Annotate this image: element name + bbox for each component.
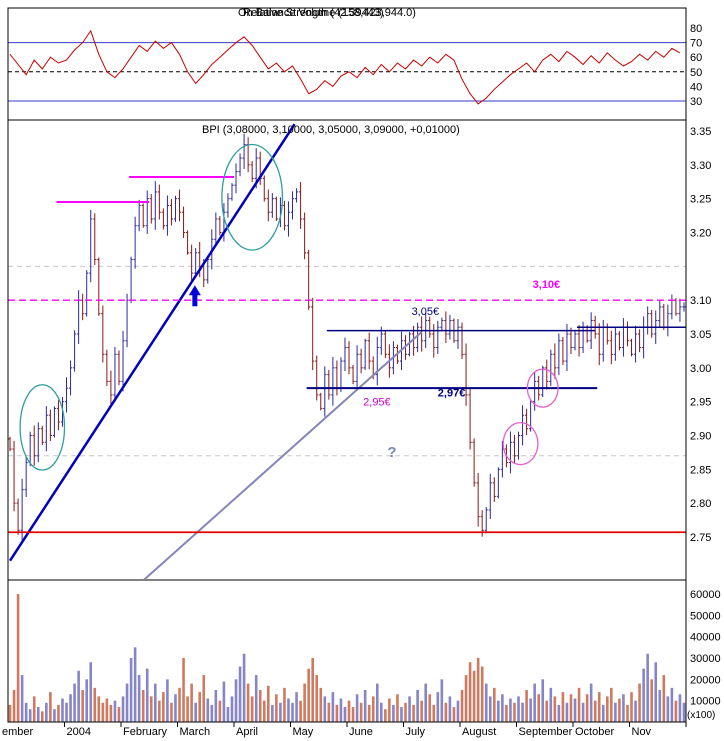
volume-axis-tick: 40000: [690, 632, 721, 644]
month-label: August: [462, 726, 496, 738]
price-axis-tick: 3.00: [690, 363, 711, 375]
right-axis-labels: 80 70 60 50 40 30 3.35 3.30 3.25 3.20 3.10 3.05 3.00…: [687, 23, 721, 721]
price-annotation-label: ?: [387, 444, 396, 461]
rsi-line: [9, 29, 681, 105]
month-label: ember: [2, 726, 34, 738]
price-panel-title: BPI (3,08000, 3,10000, 3,05000, 3,09000,…: [202, 124, 460, 136]
volume-axis-tick: 60000: [690, 589, 721, 601]
rsi-panel: [8, 29, 686, 105]
ellipse-annotation: [221, 143, 284, 251]
price-annotation-labels: 3,10€ 3,05€ 2,97€ 2,95€?: [363, 279, 560, 461]
rsi-axis-tick: 60: [690, 52, 702, 64]
rsi-axis-tick: 30: [690, 96, 702, 108]
up-arrow-annotation: [188, 285, 201, 307]
panel-borders: [7, 7, 687, 723]
volume-axis-tick: 10000: [690, 696, 721, 708]
month-label: April: [236, 726, 258, 738]
indicator-title-rs: Relative Strength (42.39443): [243, 7, 384, 19]
indicator-title-obv: On Balance Volume (158,423,944.0): [238, 7, 416, 19]
price-annotation-label: 3,10€: [533, 279, 561, 291]
volume-bars: [8, 594, 686, 722]
month-label: March: [180, 726, 211, 738]
price-candles: [8, 133, 686, 542]
price-gridlines: [8, 265, 686, 457]
price-axis-tick: 2.85: [690, 464, 711, 476]
annotation-shapes: [19, 143, 559, 471]
month-label: Nov: [632, 726, 652, 738]
rsi-axis-tick: 80: [690, 23, 702, 35]
price-axis-tick: 2.95: [690, 397, 711, 409]
price-annotation-label: 2,95€: [363, 397, 391, 409]
price-axis-tick: 2.90: [690, 431, 711, 443]
volume-axis-tick: 50000: [690, 610, 721, 622]
ellipse-annotation: [19, 384, 66, 471]
month-label: September: [519, 726, 573, 738]
price-axis-tick: 3.20: [690, 228, 711, 240]
volume-unit-label: (x100): [687, 710, 715, 721]
month-label: 2004: [67, 726, 91, 738]
month-label: October: [575, 726, 614, 738]
price-axis-tick: 3.05: [690, 329, 711, 341]
volume-axis-tick: 30000: [690, 653, 721, 665]
volume-axis-tick: 20000: [690, 674, 721, 686]
price-axis-tick: 3.10: [690, 295, 711, 307]
month-label: February: [123, 726, 168, 738]
month-label: July: [406, 726, 426, 738]
time-axis: ember 2004 February March April May June July Au…: [2, 722, 687, 738]
price-axis-tick: 3.30: [690, 160, 711, 172]
rsi-axis-tick: 70: [690, 38, 702, 50]
price-trendlines: [8, 123, 686, 579]
price-axis-tick: 3.35: [690, 126, 711, 138]
price-annotation-label: 2,97€: [438, 387, 466, 399]
price-annotation-label: 3,05€: [412, 306, 440, 318]
price-axis-tick: 2.75: [690, 532, 711, 544]
ellipse-annotation: [526, 368, 559, 408]
rsi-axis-tick: 50: [690, 67, 702, 79]
ellipse-annotation: [502, 421, 539, 466]
rsi-axis-tick: 40: [690, 81, 702, 93]
month-label: June: [349, 726, 373, 738]
month-label: May: [293, 726, 314, 738]
price-axis-tick: 2.80: [690, 498, 711, 510]
price-axis-tick: 3.25: [690, 194, 711, 206]
